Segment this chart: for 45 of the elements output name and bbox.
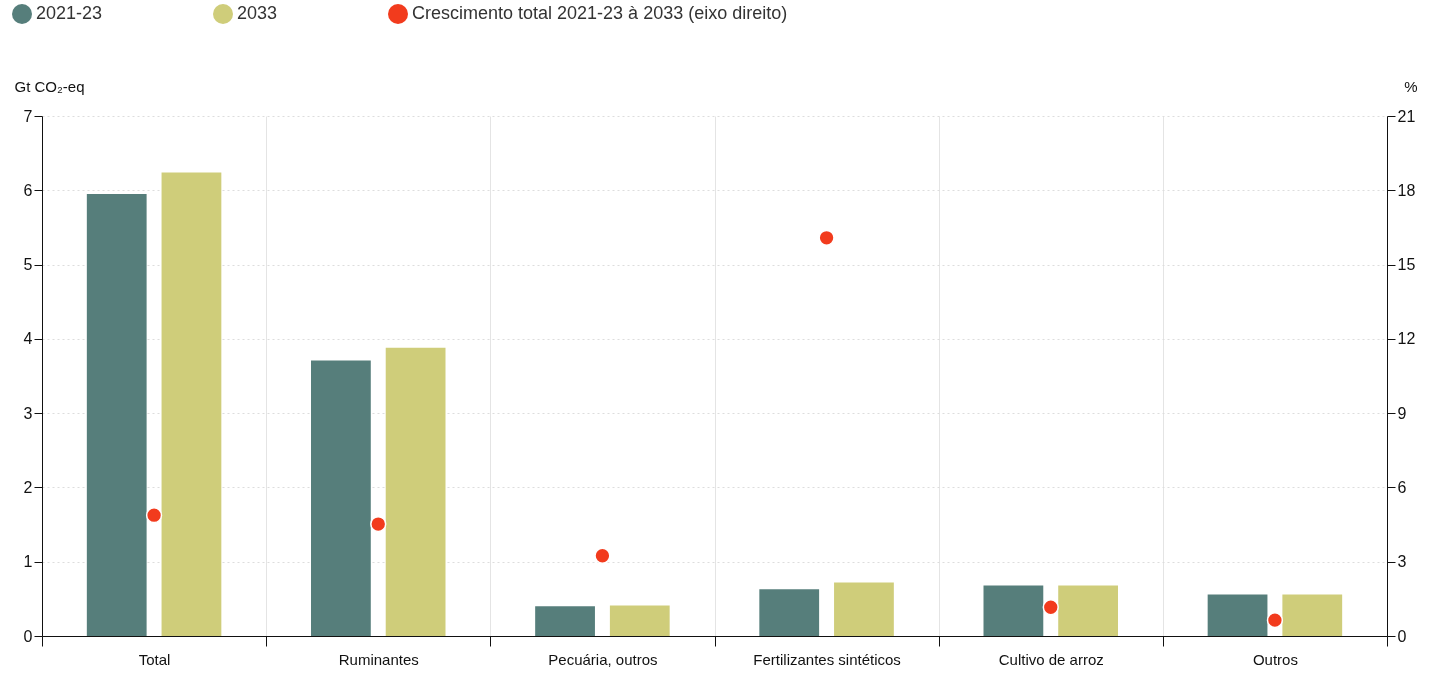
- bar: [161, 172, 222, 636]
- y-axis-title: Gt CO₂-eq: [14, 77, 85, 95]
- x-tick-label: Pecuária, outros: [548, 650, 658, 668]
- point: [594, 547, 611, 564]
- bar: [535, 606, 595, 636]
- bar: [759, 589, 820, 636]
- legend-label: 2021-23: [36, 3, 103, 23]
- point: [818, 229, 835, 246]
- y-tick-label: 4: [23, 330, 33, 348]
- bar: [385, 347, 446, 636]
- y-tick-label: 2: [23, 478, 33, 496]
- legend-label: Crescimento total 2021-23 à 2033 (eixo direito): [412, 3, 788, 23]
- y2-axis-title: %: [1404, 77, 1418, 95]
- bar: [1058, 585, 1118, 636]
- bar: [1282, 594, 1343, 636]
- x-tick-label: Cultivo de arroz: [998, 650, 1104, 668]
- y2-tick-label: 18: [1397, 181, 1416, 199]
- y2-tick-label: 0: [1397, 627, 1407, 645]
- y2-tick-label: 15: [1397, 256, 1416, 274]
- y-tick-label: 7: [23, 107, 33, 125]
- bar: [311, 360, 371, 636]
- bar: [983, 585, 1044, 636]
- y-tick-label: 5: [23, 256, 33, 274]
- bar: [834, 582, 894, 636]
- y2-tick-label: 21: [1397, 107, 1416, 125]
- x-tick-label: Ruminantes: [338, 650, 419, 668]
- x-tick-label: Total: [138, 650, 171, 668]
- y2-tick-label: 12: [1397, 330, 1416, 348]
- y-tick-label: 0: [23, 627, 33, 645]
- y2-tick-label: 6: [1397, 478, 1407, 496]
- point: [370, 515, 387, 533]
- y-tick-label: 1: [23, 553, 33, 571]
- y-tick-label: 3: [23, 404, 33, 422]
- x-tick-label: Outros: [1252, 650, 1298, 668]
- bar: [86, 194, 147, 636]
- bar: [609, 605, 670, 636]
- point: [1266, 612, 1284, 629]
- point: [1042, 599, 1059, 616]
- legend-label: 2033: [237, 3, 278, 23]
- bar: [1207, 594, 1268, 636]
- x-tick-label: Fertilizantes sintéticos: [753, 650, 901, 668]
- y2-tick-label: 3: [1397, 553, 1407, 571]
- y2-tick-label: 9: [1397, 404, 1407, 422]
- point: [145, 507, 163, 524]
- y-tick-label: 6: [23, 181, 33, 199]
